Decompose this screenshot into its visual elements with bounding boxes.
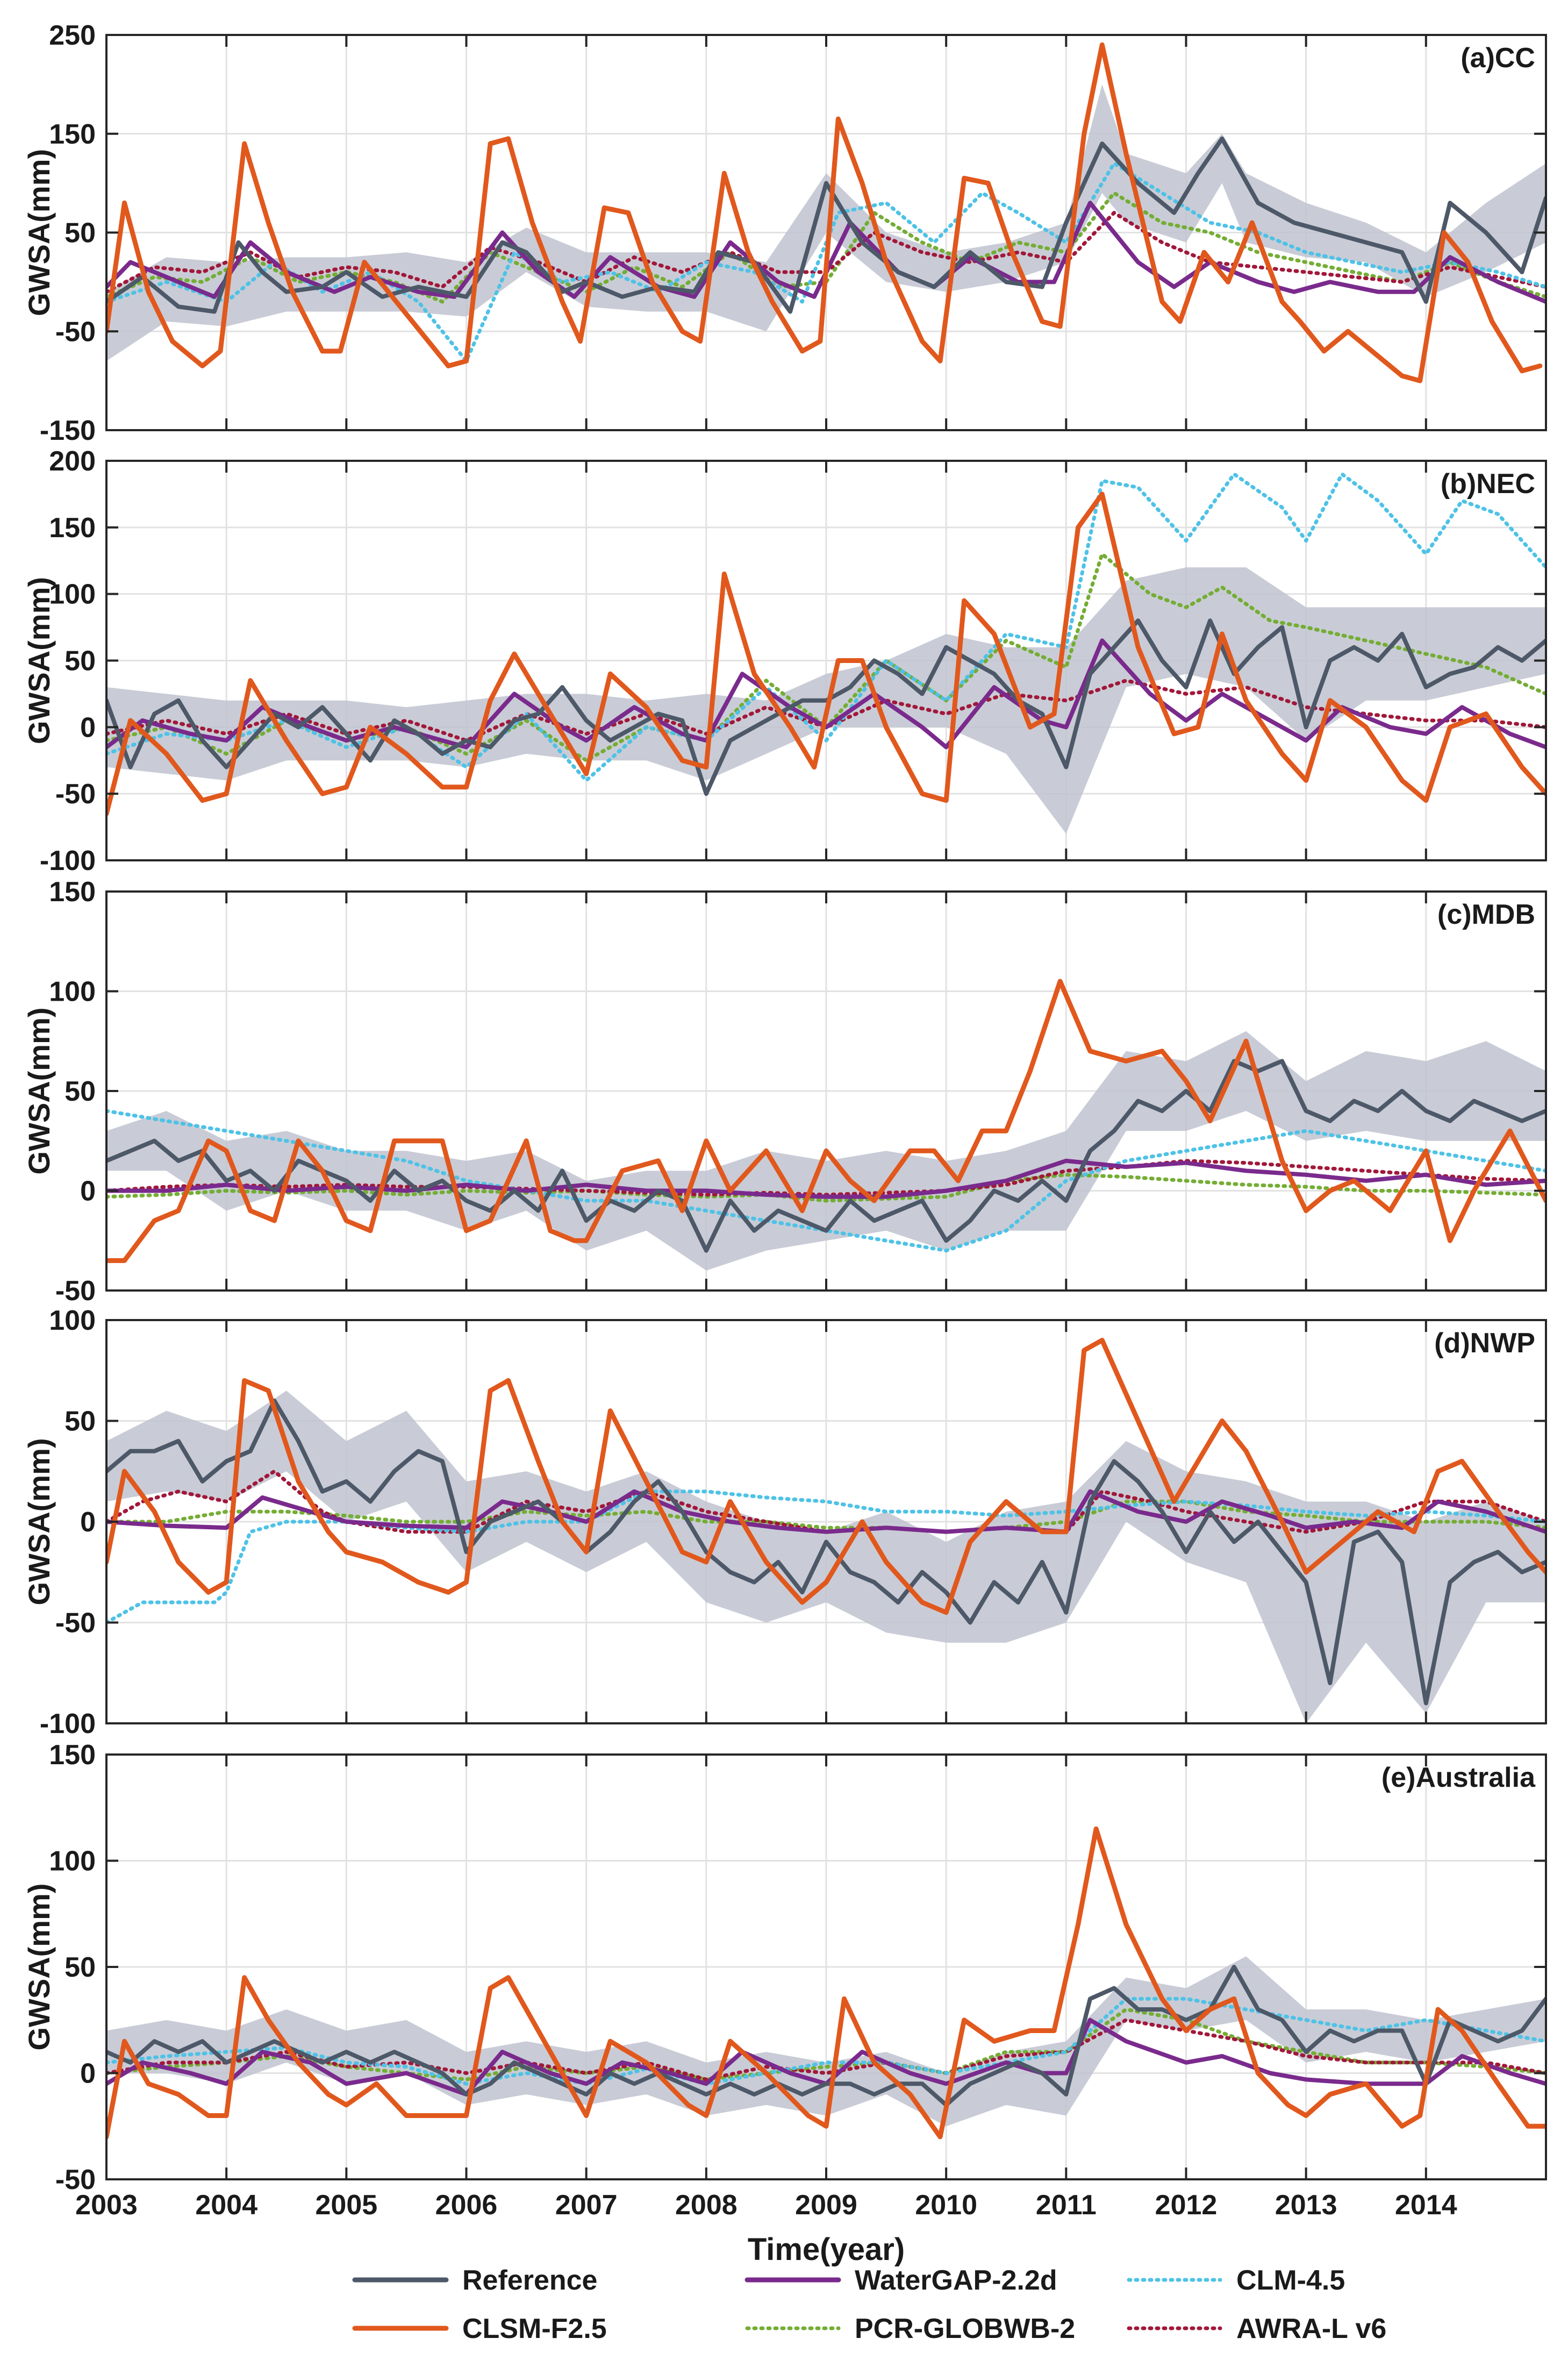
y-tick-label: 250 [49, 20, 96, 51]
series-pcr-globwb-2 [106, 1173, 1546, 1203]
y-tick-label: 100 [49, 1305, 96, 1336]
series-pcr-globwb-2 [106, 1500, 1546, 1534]
series-watergap-2-2d [106, 638, 1546, 750]
y-tick-label: 0 [80, 1176, 96, 1207]
x-tick-label: 2006 [435, 2190, 498, 2221]
plot-area [106, 42, 1546, 383]
y-tick-label: 0 [80, 1507, 96, 1538]
x-axis-label: Time(year) [748, 2232, 905, 2267]
series-reference [106, 618, 1546, 796]
legend-label: PCR-GLOBWB-2 [855, 2313, 1075, 2344]
panel-title: (b)NEC [1441, 468, 1535, 500]
y-tick-label: 50 [65, 218, 96, 249]
panel-3: 150 100 50 0 -50 (c)MDB GWSA(mm) [22, 876, 1547, 1307]
plot-area [106, 1826, 1546, 2140]
y-axis-label: GWSA(mm) [22, 577, 56, 744]
y-tick-label: 200 [49, 446, 96, 477]
reference-uncertainty-band [106, 1391, 1546, 1723]
panel-4: 100 50 0 -50 -100 (d)NWP GWSA(mm) [22, 1305, 1547, 1739]
series-clm-4-5 [106, 1109, 1546, 1253]
series-awra-l-v6 [106, 2018, 1546, 2081]
y-tick-label: 100 [49, 976, 96, 1008]
y-tick-label: 150 [49, 119, 96, 150]
y-tick-label: 50 [65, 1952, 96, 1983]
legend-label: WaterGAP-2.2d [855, 2265, 1057, 2296]
legend-label: CLM-4.5 [1236, 2265, 1345, 2296]
x-tick-label: 2014 [1395, 2190, 1457, 2221]
panel-title: (c)MDB [1437, 899, 1535, 930]
x-tick-label: 2009 [795, 2190, 857, 2221]
panel-2: 200 150 100 50 0 -50 -100 (b)NEC GWSA(mm) [22, 446, 1547, 876]
series-clsm-f2-5 [106, 1826, 1546, 2140]
panel-5: 150 100 50 0 -50 (e)Australia GWSA(mm) [22, 1739, 1547, 2195]
y-tick-label: 50 [65, 1076, 96, 1107]
y-tick-label: -50 [55, 1275, 96, 1307]
series-clsm-f2-5 [106, 979, 1546, 1263]
y-tick-label: -50 [55, 779, 96, 810]
series-clm-4-5 [106, 1997, 1546, 2086]
y-axis-label: GWSA(mm) [22, 1007, 56, 1174]
reference-uncertainty-band [106, 84, 1546, 361]
y-tick-label: 0 [80, 2058, 96, 2090]
series-clsm-f2-5 [106, 491, 1546, 816]
x-tick-label: 2007 [555, 2190, 618, 2221]
panel-1: 250 150 50 -50 -150 (a)CC GWSA(mm) [22, 20, 1547, 446]
x-tick-label: 2005 [315, 2190, 377, 2221]
legend: Reference WaterGAP-2.2d CLM-4.5 CLSM-F2.5 PC… [352, 2265, 1386, 2344]
y-tick-label: -50 [55, 2164, 96, 2195]
series-reference [106, 1965, 1546, 2107]
y-tick-label: -50 [55, 1608, 96, 1639]
plot-area [106, 472, 1546, 834]
x-tick-label: 2010 [915, 2190, 977, 2221]
panel-title: (e)Australia [1381, 1762, 1536, 1793]
legend-label: Reference [462, 2265, 597, 2296]
legend-label: CLSM-F2.5 [462, 2313, 607, 2344]
series-clsm-f2-5 [106, 42, 1543, 383]
series-watergap-2-2d [106, 1158, 1546, 1199]
series-reference [106, 1399, 1546, 1706]
x-tick-label: 2003 [75, 2190, 138, 2221]
y-axis-label: GWSA(mm) [22, 149, 56, 316]
y-tick-label: -50 [55, 316, 96, 347]
y-tick-label: 50 [65, 646, 96, 677]
y-tick-label: 50 [65, 1406, 96, 1437]
y-tick-label: 150 [49, 1739, 96, 1771]
y-axis-label: GWSA(mm) [22, 1438, 56, 1605]
plot-area [106, 979, 1546, 1271]
y-tick-label: -150 [40, 415, 96, 446]
legend-label: AWRA-L v6 [1236, 2313, 1386, 2344]
series-watergap-2-2d [106, 201, 1546, 304]
x-tick-label: 2013 [1275, 2190, 1337, 2221]
y-axis-label: GWSA(mm) [22, 1883, 56, 2050]
panel-title: (d)NWP [1434, 1328, 1535, 1359]
y-tick-label: -100 [40, 845, 96, 876]
series-reference [106, 1059, 1546, 1253]
panel-title: (a)CC [1460, 42, 1535, 74]
plot-area [106, 1338, 1546, 1723]
y-tick-label: -100 [40, 1708, 96, 1739]
series-awra-l-v6 [106, 1469, 1546, 1534]
x-tick-label: 2008 [675, 2190, 738, 2221]
y-tick-label: 0 [80, 712, 96, 743]
x-tick-label: 2011 [1036, 2190, 1097, 2221]
y-tick-label: 150 [49, 876, 96, 908]
y-tick-label: 150 [49, 512, 96, 544]
y-tick-label: 100 [49, 1846, 96, 1877]
series-reference [106, 136, 1546, 314]
y-tick-label: 100 [49, 579, 96, 610]
x-tick-label: 2004 [195, 2190, 257, 2221]
series-clm-4-5 [106, 1489, 1546, 1624]
x-tick-label: 2012 [1155, 2190, 1218, 2221]
series-clsm-f2-5 [106, 1338, 1546, 1615]
series-watergap-2-2d [106, 1489, 1546, 1534]
